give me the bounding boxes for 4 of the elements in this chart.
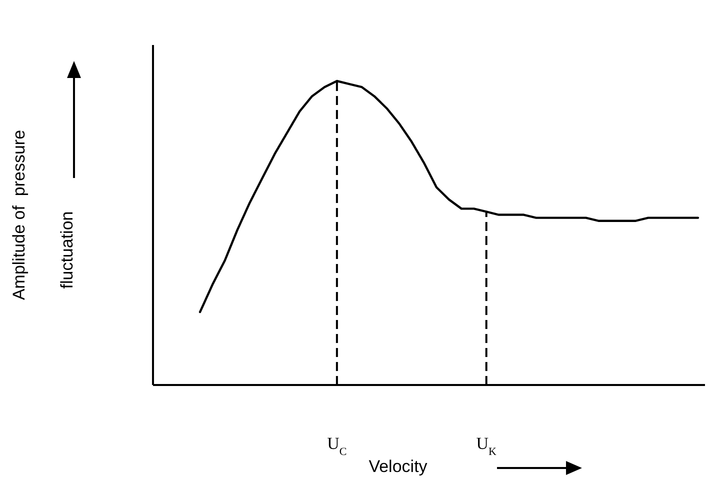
x-axis-title: Velocity (368, 457, 428, 476)
x-tick-label: U$_{K}$ (476, 434, 497, 458)
x-tick-label: U$_{C}$ (327, 434, 347, 458)
text: Amplitude of pressure fluctuation (9, 130, 76, 300)
